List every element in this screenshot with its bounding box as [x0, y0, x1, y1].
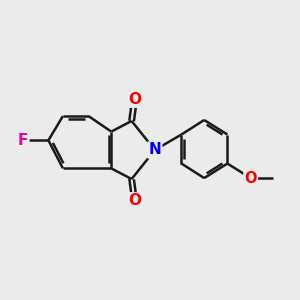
Text: F: F — [18, 133, 28, 148]
Text: N: N — [148, 142, 161, 158]
Text: O: O — [128, 193, 141, 208]
Text: O: O — [128, 92, 141, 107]
Text: O: O — [244, 171, 257, 186]
